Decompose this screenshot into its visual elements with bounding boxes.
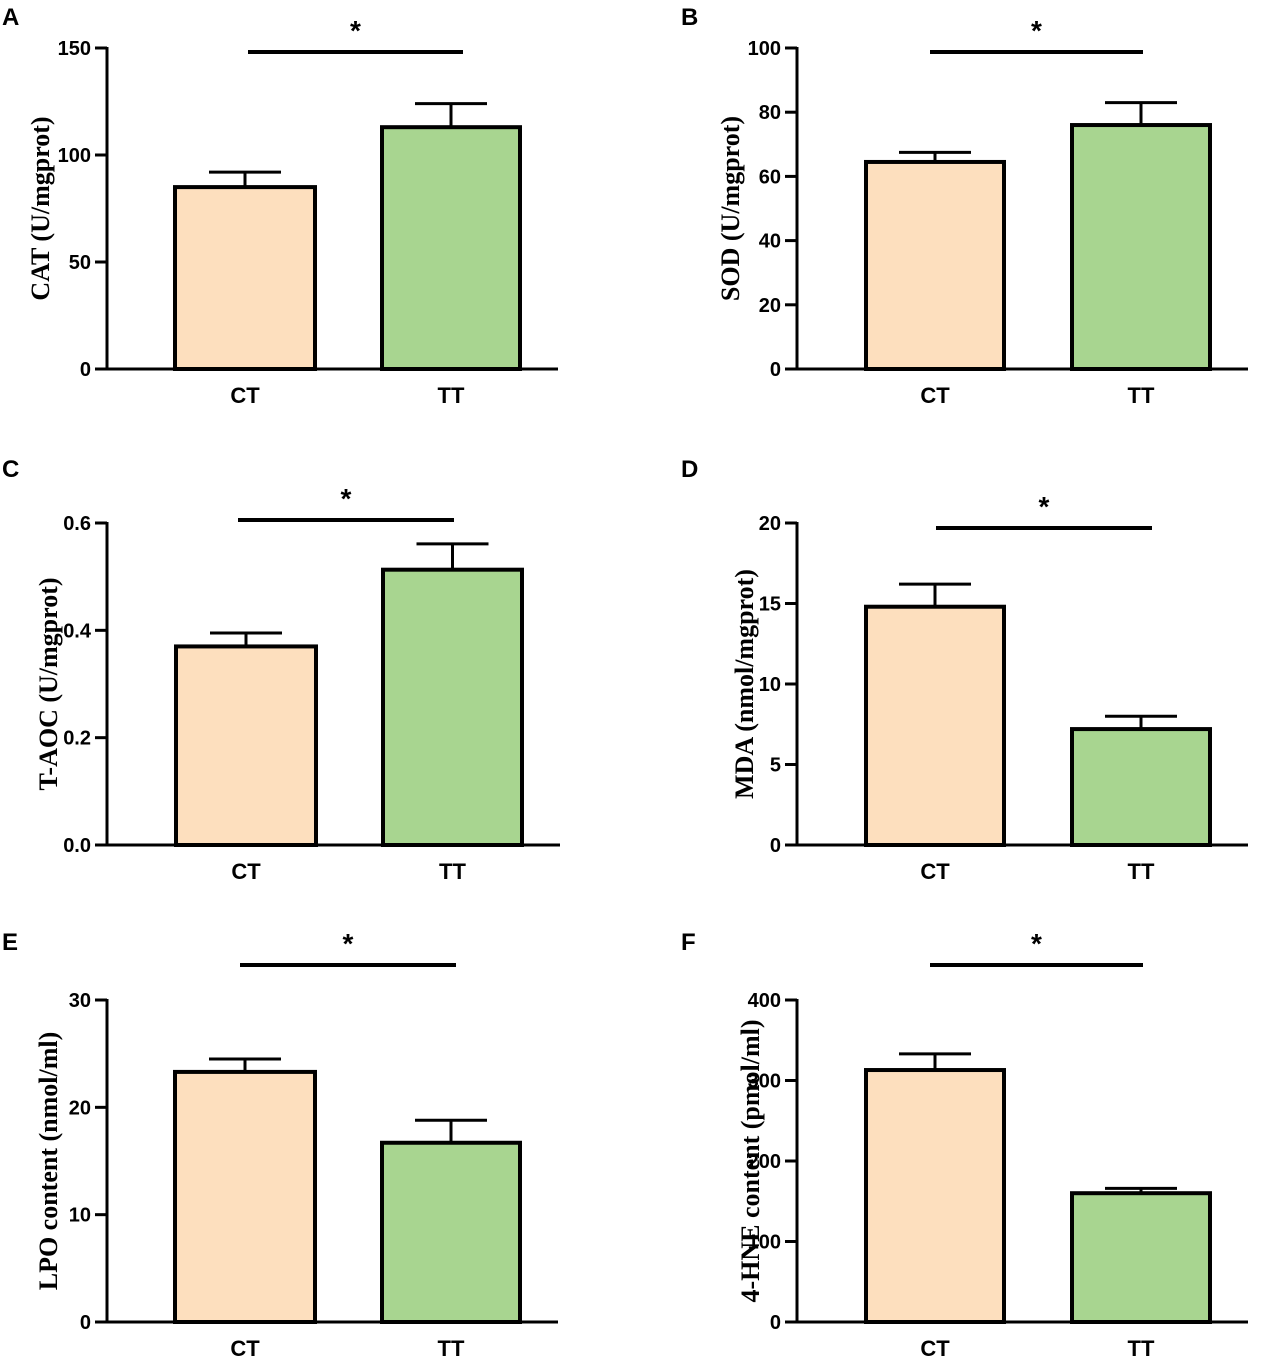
x-tick-label-f-ct: CT xyxy=(920,1336,950,1361)
y-axis-label-e: LPO content (nmol/ml) xyxy=(34,1032,63,1291)
panel-letter-c: C xyxy=(2,456,19,483)
y-tick-label-f-3: 300 xyxy=(748,1071,781,1093)
y-tick-label-c-2: 0.4 xyxy=(63,620,92,642)
x-tick-label-d-ct: CT xyxy=(920,859,950,884)
panel-f: F 4-HNE content (pmol/ml) CT TT 0 100 200 300 40… xyxy=(681,928,1248,1361)
panel-b: B SOD (U/mgprot) CT TT 0 20 40 60 80 100 * xyxy=(681,4,1248,408)
x-tick-label-e-ct: CT xyxy=(230,1336,260,1361)
bar-d-ct xyxy=(864,604,1006,847)
significance-star-b: * xyxy=(1031,15,1042,46)
y-axis-label-a: CAT (U/mgprot) xyxy=(26,116,55,300)
y-tick-label-b-2: 40 xyxy=(759,231,781,253)
y-tick-label-f-4: 400 xyxy=(748,990,781,1012)
panel-letter-f: F xyxy=(681,929,696,956)
y-tick-label-b-5: 100 xyxy=(748,38,781,60)
y-tick-label-c-3: 0.6 xyxy=(63,513,91,535)
bar-b-tt xyxy=(1070,123,1212,372)
y-axis-label-d: MDA (nmol/mgprot) xyxy=(730,569,759,799)
bar-b-ct xyxy=(864,159,1006,371)
x-tick-label-f-tt: TT xyxy=(1128,1336,1155,1361)
bar-c-tt xyxy=(381,567,524,847)
panel-a: A CAT (U/mgprot) CT TT 0 50 100 150 * xyxy=(2,4,558,408)
significance-star-d: * xyxy=(1039,491,1050,522)
x-tick-label-b-ct: CT xyxy=(920,383,950,408)
bar-c-ct xyxy=(174,644,318,848)
bar-e-ct xyxy=(173,1069,317,1324)
y-axis-label-b: SOD (U/mgprot) xyxy=(716,116,745,301)
panel-letter-b: B xyxy=(681,4,698,31)
y-tick-label-e-3: 30 xyxy=(69,990,91,1012)
y-tick-label-d-0: 0 xyxy=(770,835,781,857)
significance-star-c: * xyxy=(341,483,352,514)
x-tick-label-a-ct: CT xyxy=(230,383,260,408)
x-tick-label-e-tt: TT xyxy=(438,1336,465,1361)
x-tick-label-d-tt: TT xyxy=(1128,859,1155,884)
panel-d: D MDA (nmol/mgprot) CT TT 0 5 10 15 20 * xyxy=(681,456,1248,884)
y-axis-label-c: T-AOC (U/mgprot) xyxy=(34,577,63,790)
y-tick-label-c-0: 0.0 xyxy=(63,835,91,857)
y-tick-label-e-0: 0 xyxy=(80,1312,91,1334)
x-tick-label-c-ct: CT xyxy=(231,859,261,884)
y-tick-label-a-1: 50 xyxy=(69,252,91,274)
y-axis-label-f: 4-HNE content (pmol/ml) xyxy=(736,1019,765,1302)
x-tick-label-b-tt: TT xyxy=(1128,383,1155,408)
y-tick-label-a-3: 150 xyxy=(58,38,91,60)
y-tick-label-e-2: 20 xyxy=(69,1097,91,1119)
y-tick-label-d-1: 5 xyxy=(770,755,781,777)
y-tick-label-c-1: 0.2 xyxy=(63,728,91,750)
y-tick-label-b-1: 20 xyxy=(759,295,781,317)
significance-star-e: * xyxy=(343,928,354,959)
y-tick-label-d-3: 15 xyxy=(759,594,781,616)
bar-a-ct xyxy=(173,185,317,371)
y-tick-label-a-2: 100 xyxy=(58,145,91,167)
bar-a-tt xyxy=(380,125,522,372)
y-tick-label-a-0: 0 xyxy=(80,359,91,381)
y-tick-label-b-0: 0 xyxy=(770,359,781,381)
significance-star-a: * xyxy=(350,15,361,46)
bar-d-tt xyxy=(1070,727,1212,848)
bar-e-tt xyxy=(380,1140,522,1324)
y-tick-label-b-3: 60 xyxy=(759,166,781,188)
y-tick-label-f-1: 100 xyxy=(748,1232,781,1254)
bar-f-tt xyxy=(1070,1191,1212,1324)
y-tick-label-e-1: 10 xyxy=(69,1205,91,1227)
panel-letter-e: E xyxy=(2,929,18,956)
y-tick-label-f-2: 200 xyxy=(748,1151,781,1173)
y-tick-label-d-2: 10 xyxy=(759,674,781,696)
y-tick-label-d-4: 20 xyxy=(759,513,781,535)
panel-e: E LPO content (nmol/ml) CT TT 0 10 20 30 * xyxy=(2,928,558,1361)
panel-letter-d: D xyxy=(681,456,698,483)
x-tick-label-a-tt: TT xyxy=(438,383,465,408)
y-tick-label-f-0: 0 xyxy=(770,1312,781,1334)
y-tick-label-b-4: 80 xyxy=(759,102,781,124)
panel-c: C T-AOC (U/mgprot) CT TT 0.0 0.2 0.4 0.6 * xyxy=(2,456,560,884)
bar-f-ct xyxy=(864,1068,1006,1325)
panel-letter-a: A xyxy=(2,4,19,31)
x-tick-label-c-tt: TT xyxy=(439,859,466,884)
significance-star-f: * xyxy=(1031,928,1042,959)
